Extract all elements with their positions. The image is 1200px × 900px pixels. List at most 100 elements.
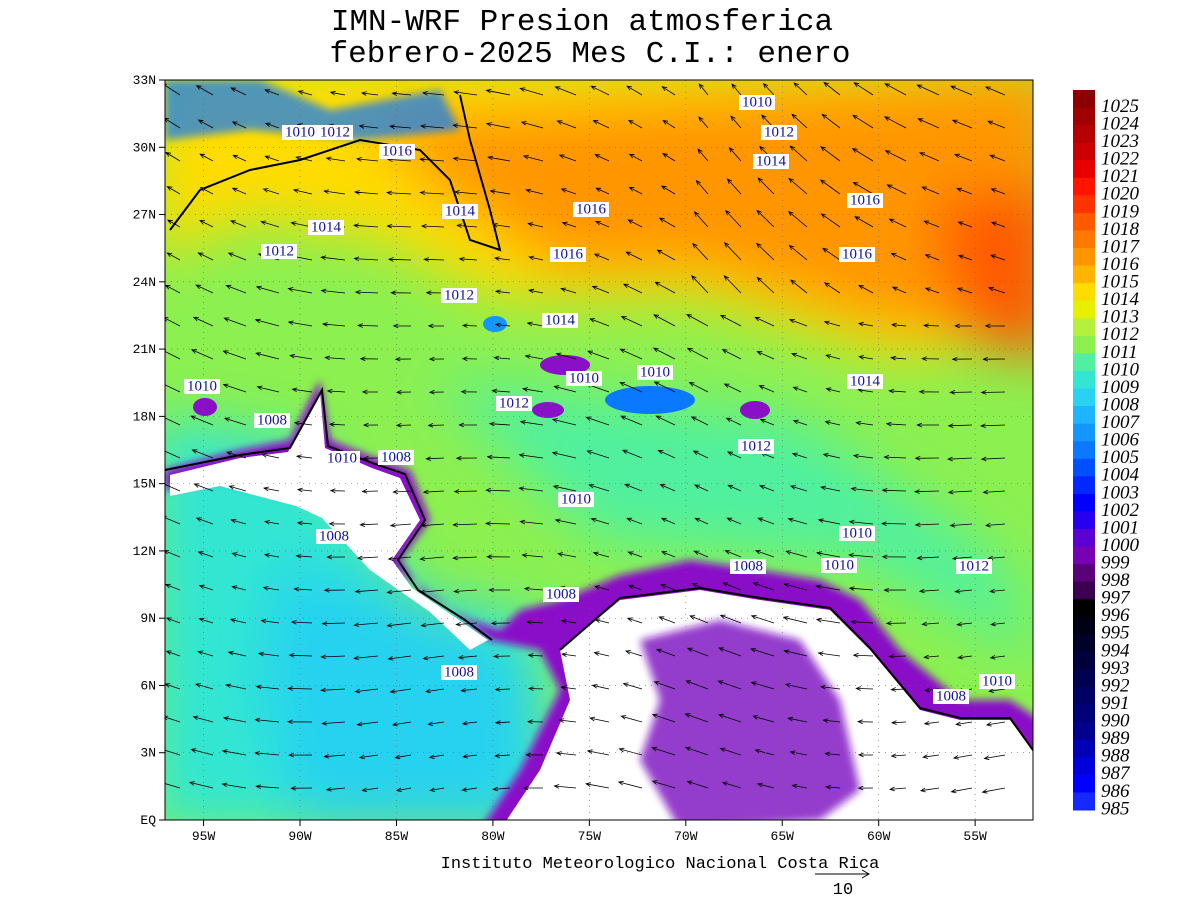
colorbar-swatch — [1073, 476, 1095, 495]
colorbar-label: 1007 — [1101, 412, 1141, 433]
pressure-field — [165, 80, 1033, 820]
contour-label-box — [979, 674, 1015, 689]
y-tick-label: 24N — [133, 275, 156, 290]
y-tick-label: 27N — [133, 208, 156, 223]
colorbar-swatch — [1073, 739, 1095, 758]
colorbar-swatch — [1073, 616, 1095, 635]
x-tick-label: 75W — [578, 829, 602, 844]
colorbar-label: 1021 — [1101, 166, 1139, 187]
colorbar-swatch — [1073, 669, 1095, 688]
vector-scale-label: 10 — [833, 881, 853, 900]
colorbar-label: 1000 — [1101, 535, 1140, 556]
colorbar-label: 1018 — [1101, 219, 1140, 240]
contour-label: 1016 — [850, 192, 881, 208]
contour-label-box — [308, 220, 344, 235]
contour-label: 1010 — [561, 491, 591, 507]
graticule — [165, 80, 1033, 820]
coastline — [165, 94, 1033, 752]
contour-label: 1012 — [499, 395, 529, 411]
colorbar-label: 1009 — [1101, 377, 1140, 398]
contour-label-box — [847, 193, 883, 208]
colorbar-swatch — [1073, 177, 1095, 196]
colorbar-swatch — [1073, 142, 1095, 161]
y-tick-label: 21N — [133, 342, 156, 357]
field-shading — [165, 80, 1033, 820]
contour-label: 1014 — [445, 203, 476, 219]
x-tick-label: 80W — [481, 829, 505, 844]
contour-label-box — [821, 558, 857, 573]
colorbar-label: 1006 — [1101, 430, 1140, 451]
contour-label: 1014 — [850, 373, 881, 389]
contour-label: 1012 — [264, 243, 294, 259]
contour-label: 1010 — [327, 450, 357, 466]
y-tick-label: 12N — [133, 544, 156, 559]
contour-label: 1014 — [311, 219, 342, 235]
contour-label: 1014 — [756, 153, 787, 169]
x-tick-label: 70W — [674, 829, 698, 844]
colorbar-label: 1005 — [1101, 447, 1139, 468]
colorbar-label: 997 — [1101, 588, 1131, 609]
colorbar-label: 994 — [1101, 640, 1130, 661]
colorbar-swatch — [1073, 318, 1095, 337]
contour-label-box — [496, 396, 532, 411]
colorbar-label: 995 — [1101, 623, 1130, 644]
colorbar-swatch — [1073, 335, 1095, 354]
contour-label: 1008 — [319, 528, 349, 544]
colorbar-swatch — [1073, 529, 1095, 548]
contour-label: 1010 — [742, 94, 772, 110]
colorbar-label: 1019 — [1101, 201, 1140, 222]
colorbar-swatch — [1073, 265, 1095, 284]
colorbar-swatch — [1073, 90, 1095, 109]
colorbar-swatch — [1073, 230, 1095, 249]
colorbar-label: 986 — [1101, 781, 1130, 802]
colorbar-label: 989 — [1101, 728, 1130, 749]
contour-label-box — [442, 204, 478, 219]
contour-label-box — [839, 526, 875, 541]
contour-label-box — [441, 288, 477, 303]
colorbar-label: 1022 — [1101, 149, 1140, 170]
contour-label-box — [730, 559, 766, 574]
contour-label-box — [558, 492, 594, 507]
axes: 95W 90W 85W 80W 75W 70W 65W 60W 55W EQ 3N 6N 9N 12N 15… — [133, 73, 987, 844]
colorbar-swatch — [1073, 546, 1095, 565]
colorbar-label: 996 — [1101, 605, 1130, 626]
contour-label: 1016 — [576, 201, 607, 217]
colorbar-swatch — [1073, 792, 1095, 811]
contour-label: 1010 — [824, 557, 854, 573]
contour-label: 1012 — [959, 558, 989, 574]
x-tick-label: 85W — [385, 829, 409, 844]
colorbar-swatch — [1073, 599, 1095, 618]
contour-label-box — [543, 587, 579, 602]
contour-label-box — [573, 202, 609, 217]
colorbar-swatch — [1073, 423, 1095, 442]
contour-label: 1012 — [320, 124, 350, 140]
contour-label: 1014 — [545, 312, 576, 328]
contour-label: 1012 — [741, 438, 771, 454]
contour-label: 1010 — [640, 364, 670, 380]
colorbar-swatch — [1073, 651, 1095, 671]
contour-labels: 1010 1012 1014 1016 1016 1010 1012 1016 1014 1016… — [184, 94, 1015, 704]
contour-label: 1010 — [285, 124, 315, 140]
colorbar-label: 1015 — [1101, 272, 1139, 293]
landmasses — [165, 80, 1033, 820]
colorbar-label: 1003 — [1101, 482, 1139, 503]
colorbar-swatch — [1073, 564, 1095, 583]
colorbar-swatch — [1073, 388, 1095, 407]
y-tick-label: 30N — [133, 140, 156, 155]
colorbar-swatch — [1073, 704, 1095, 723]
colorbar-label: 991 — [1101, 693, 1130, 714]
x-tick-label: 95W — [192, 829, 216, 844]
colorbar-swatch — [1073, 722, 1095, 741]
contour-label-box — [316, 529, 352, 544]
colorbar-swatch — [1073, 370, 1095, 390]
contour-label-box — [441, 665, 477, 680]
contour-label: 1012 — [444, 287, 474, 303]
contour-label: 1008 — [936, 688, 966, 704]
contour-label: 1008 — [444, 664, 474, 680]
title-line: febrero-2025 Mes C.I.: enero — [330, 37, 851, 72]
contour-label: 1008 — [546, 586, 576, 602]
title-line: IMN-WRF Presion atmosferica — [331, 5, 833, 40]
contour-label: 1010 — [842, 525, 872, 541]
contour-label-box — [550, 247, 586, 262]
contour-label: 1016 — [382, 143, 413, 159]
